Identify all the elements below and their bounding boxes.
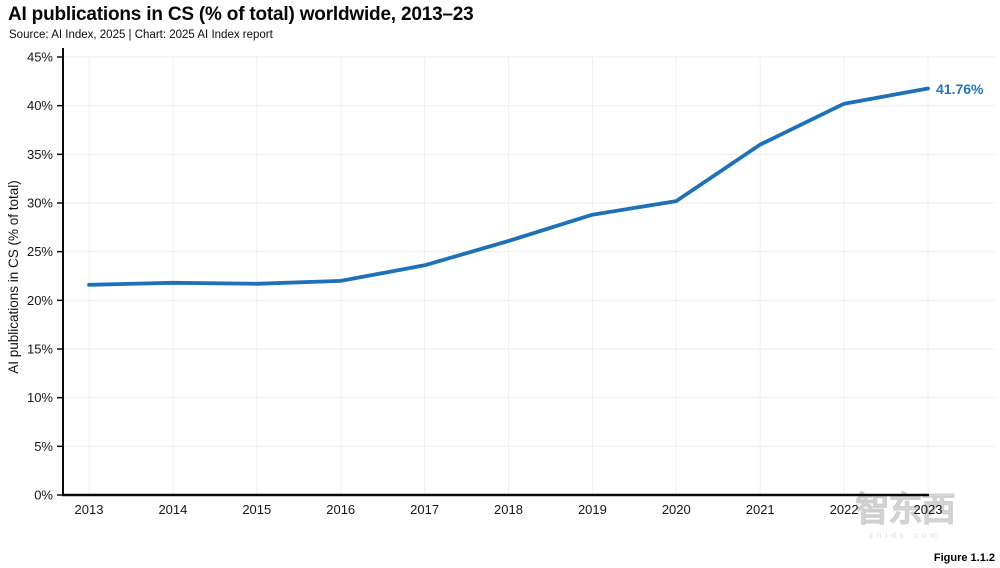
figure-number-label: Figure 1.1.2 bbox=[933, 552, 995, 564]
last-point-value-label: 41.76% bbox=[936, 81, 984, 97]
y-tick-label: 0% bbox=[34, 488, 53, 503]
data-line-series bbox=[87, 86, 930, 287]
x-tick-label: 2023 bbox=[914, 502, 943, 517]
y-tick-label: 25% bbox=[27, 244, 53, 259]
chart-source-line: Source: AI Index, 2025 | Chart: 2025 AI … bbox=[9, 29, 273, 41]
y-tick-label: 15% bbox=[27, 342, 53, 357]
y-axis-title: AI publications in CS (% of total) bbox=[6, 180, 21, 374]
x-tick-label: 2013 bbox=[75, 502, 104, 517]
watermark: 智东西 zhidx.com bbox=[853, 488, 957, 540]
y-tick-label: 45% bbox=[27, 50, 53, 65]
y-tick-label: 20% bbox=[27, 293, 53, 308]
x-tick-label: 2022 bbox=[830, 502, 859, 517]
x-tick-label: 2019 bbox=[578, 502, 607, 517]
watermark-logo-text: 智东西 bbox=[855, 491, 956, 530]
x-tick-label: 2021 bbox=[746, 502, 775, 517]
chart-title: AI publications in CS (% of total) world… bbox=[8, 4, 474, 25]
x-tick-label: 2016 bbox=[326, 502, 355, 517]
y-tick-label: 10% bbox=[27, 390, 53, 405]
y-tick-label: 5% bbox=[34, 439, 53, 454]
x-tick-label: 2014 bbox=[158, 502, 187, 517]
x-tick-label: 2017 bbox=[410, 502, 439, 517]
x-tick-label: 2020 bbox=[662, 502, 691, 517]
watermark-url-text: zhidx.com bbox=[868, 530, 941, 540]
y-tick-label: 35% bbox=[27, 147, 53, 162]
x-tick-label: 2015 bbox=[242, 502, 271, 517]
y-tick-label: 30% bbox=[27, 196, 53, 211]
y-tick-label: 40% bbox=[27, 98, 53, 113]
x-tick-label: 2018 bbox=[494, 502, 523, 517]
